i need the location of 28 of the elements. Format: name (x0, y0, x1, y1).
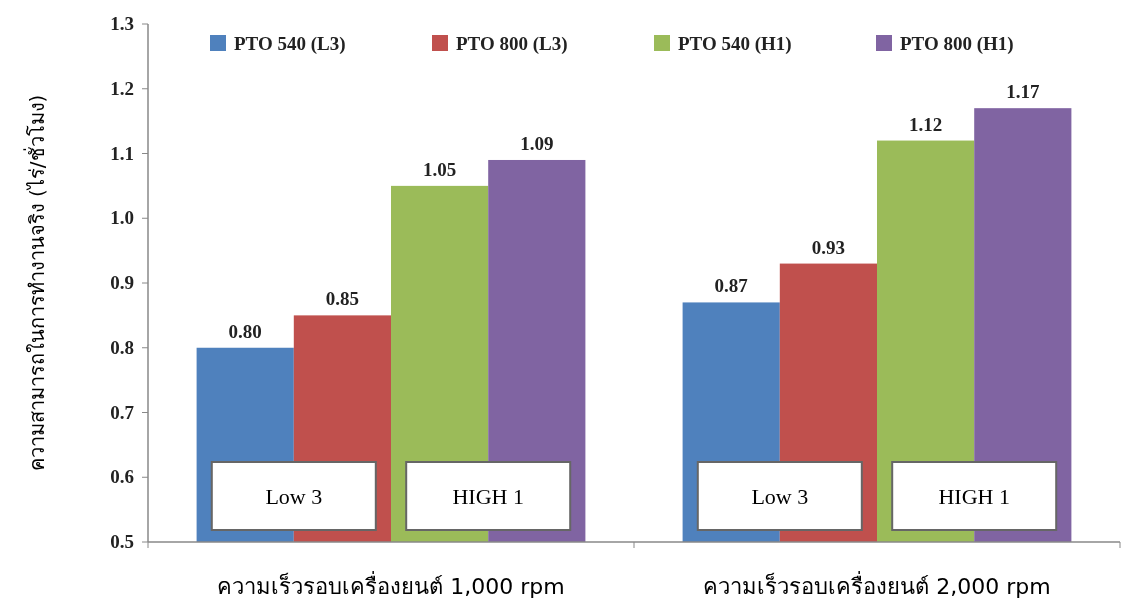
data-label: 1.12 (908, 113, 943, 135)
y-tick-label: 0.7 (110, 401, 135, 423)
y-tick-label: 1.0 (110, 207, 134, 229)
y-axis-title: ความสามารถในการทำงานจริง (ไร่/ชั่วโมง) (23, 94, 49, 472)
data-label: 0.80 (228, 320, 262, 342)
data-label: 0.87 (714, 275, 749, 297)
y-tick-label: 1.3 (110, 13, 134, 34)
annotation: Low 3 (265, 484, 323, 509)
data-label: 1.05 (422, 158, 457, 180)
y-tick-label: 1.1 (110, 142, 134, 164)
data-label: 0.85 (325, 288, 360, 310)
y-tick-label: 0.6 (110, 466, 134, 488)
legend-label: PTO 800 (L3) (456, 33, 568, 55)
y-tick-label: 0.5 (110, 531, 134, 552)
y-tick-label: 0.9 (110, 272, 134, 293)
legend-label: PTO 540 (L3) (234, 33, 346, 55)
y-tick-label: 0.8 (110, 336, 134, 358)
data-label: 1.17 (1006, 81, 1040, 103)
x-tick-label: ความเร็วรอบเครื่องยนต์ 2,000 rpm (703, 571, 1051, 599)
annotation: HIGH 1 (452, 484, 524, 509)
legend-label: PTO 540 (H1) (678, 33, 792, 55)
y-tick-label: 1.2 (110, 77, 134, 99)
legend-label: PTO 800 (H1) (900, 33, 1014, 55)
data-label: 0.93 (811, 236, 846, 258)
annotation: HIGH 1 (938, 484, 1010, 509)
annotation: Low 3 (751, 484, 809, 509)
x-tick-label: ความเร็วรอบเครื่องยนต์ 1,000 rpm (217, 571, 565, 599)
data-label: 1.09 (520, 132, 554, 154)
